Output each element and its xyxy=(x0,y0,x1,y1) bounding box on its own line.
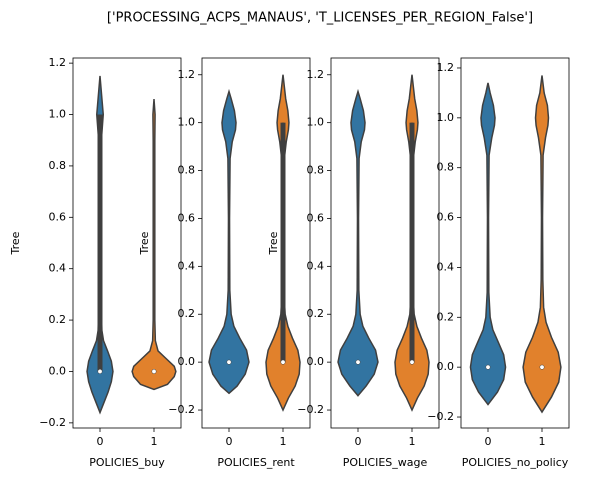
y-tick-label: 1.2 xyxy=(178,68,196,81)
median xyxy=(355,359,361,365)
violin xyxy=(522,75,562,414)
x-axis-label: POLICIES_buy xyxy=(89,456,165,469)
x-axis-label: POLICIES_wage xyxy=(343,456,428,469)
y-tick-label: 0.4 xyxy=(178,259,196,272)
y-tick-label: 0.4 xyxy=(437,260,455,273)
median xyxy=(280,359,286,365)
y-tick-label: 0.2 xyxy=(307,307,325,320)
median xyxy=(151,369,157,374)
x-tick-label: 1 xyxy=(280,435,287,448)
y-axis-label: Tree xyxy=(9,231,22,255)
y-tick-label: −0.2 xyxy=(427,410,454,423)
median xyxy=(97,369,103,374)
median xyxy=(485,364,491,370)
figure-title: ['PROCESSING_ACPS_MANAUS', 'T_LICENSES_P… xyxy=(107,11,533,26)
y-tick-label: 1.0 xyxy=(437,111,455,124)
violin xyxy=(208,88,250,395)
axes-frame xyxy=(201,57,311,429)
y-tick-label: 1.0 xyxy=(49,108,67,121)
y-tick-label: 0.2 xyxy=(437,310,455,323)
y-tick-label: 0.8 xyxy=(437,161,455,174)
iqr-box xyxy=(409,122,415,363)
y-tick-label: 0.0 xyxy=(49,364,67,377)
y-tick-label: 0.8 xyxy=(178,164,196,177)
median xyxy=(226,359,232,365)
x-tick-label: 0 xyxy=(355,435,362,448)
y-tick-label: −0.2 xyxy=(39,416,66,429)
axes-frame xyxy=(330,57,440,429)
y-tick-label: 1.2 xyxy=(307,68,325,81)
x-tick-label: 1 xyxy=(409,435,416,448)
median xyxy=(409,359,415,365)
y-axis-label: Tree xyxy=(138,231,151,255)
y-tick-label: 0.6 xyxy=(178,211,196,224)
y-tick-label: 0.8 xyxy=(49,159,67,172)
y-tick-label: 0.0 xyxy=(178,355,196,368)
x-axis-label: POLICIES_no_policy xyxy=(462,456,569,469)
violin xyxy=(469,82,507,406)
x-tick-label: 1 xyxy=(539,435,546,448)
y-tick-label: 0.4 xyxy=(307,259,325,272)
x-tick-label: 0 xyxy=(226,435,233,448)
x-axis-label: POLICIES_rent xyxy=(217,456,295,469)
axes-frame xyxy=(460,57,570,429)
y-tick-label: −0.2 xyxy=(297,403,324,416)
y-tick-label: 0.4 xyxy=(49,262,67,275)
x-tick-label: 1 xyxy=(151,435,158,448)
y-tick-label: 0.6 xyxy=(437,211,455,224)
y-tick-label: 1.0 xyxy=(307,116,325,129)
y-tick-label: 1.0 xyxy=(178,116,196,129)
y-tick-label: 0.8 xyxy=(307,164,325,177)
y-axis-label: Tree xyxy=(267,231,280,255)
y-tick-label: 0.6 xyxy=(49,210,67,223)
violin xyxy=(131,99,177,391)
y-tick-label: 1.2 xyxy=(437,61,455,74)
axes-frame xyxy=(72,57,182,429)
y-tick-label: 0.6 xyxy=(307,211,325,224)
y-tick-label: 0.2 xyxy=(178,307,196,320)
iqr-box xyxy=(280,122,286,363)
y-tick-label: −0.2 xyxy=(168,403,195,416)
x-tick-label: 0 xyxy=(97,435,104,448)
y-tick-label: 0.2 xyxy=(49,313,67,326)
y-tick-label: 0.0 xyxy=(307,355,325,368)
y-tick-label: 1.2 xyxy=(49,56,67,69)
iqr-box xyxy=(97,114,103,372)
y-tick-label: 0.0 xyxy=(437,360,455,373)
violin xyxy=(337,88,379,397)
x-tick-label: 0 xyxy=(485,435,492,448)
median xyxy=(539,364,545,370)
